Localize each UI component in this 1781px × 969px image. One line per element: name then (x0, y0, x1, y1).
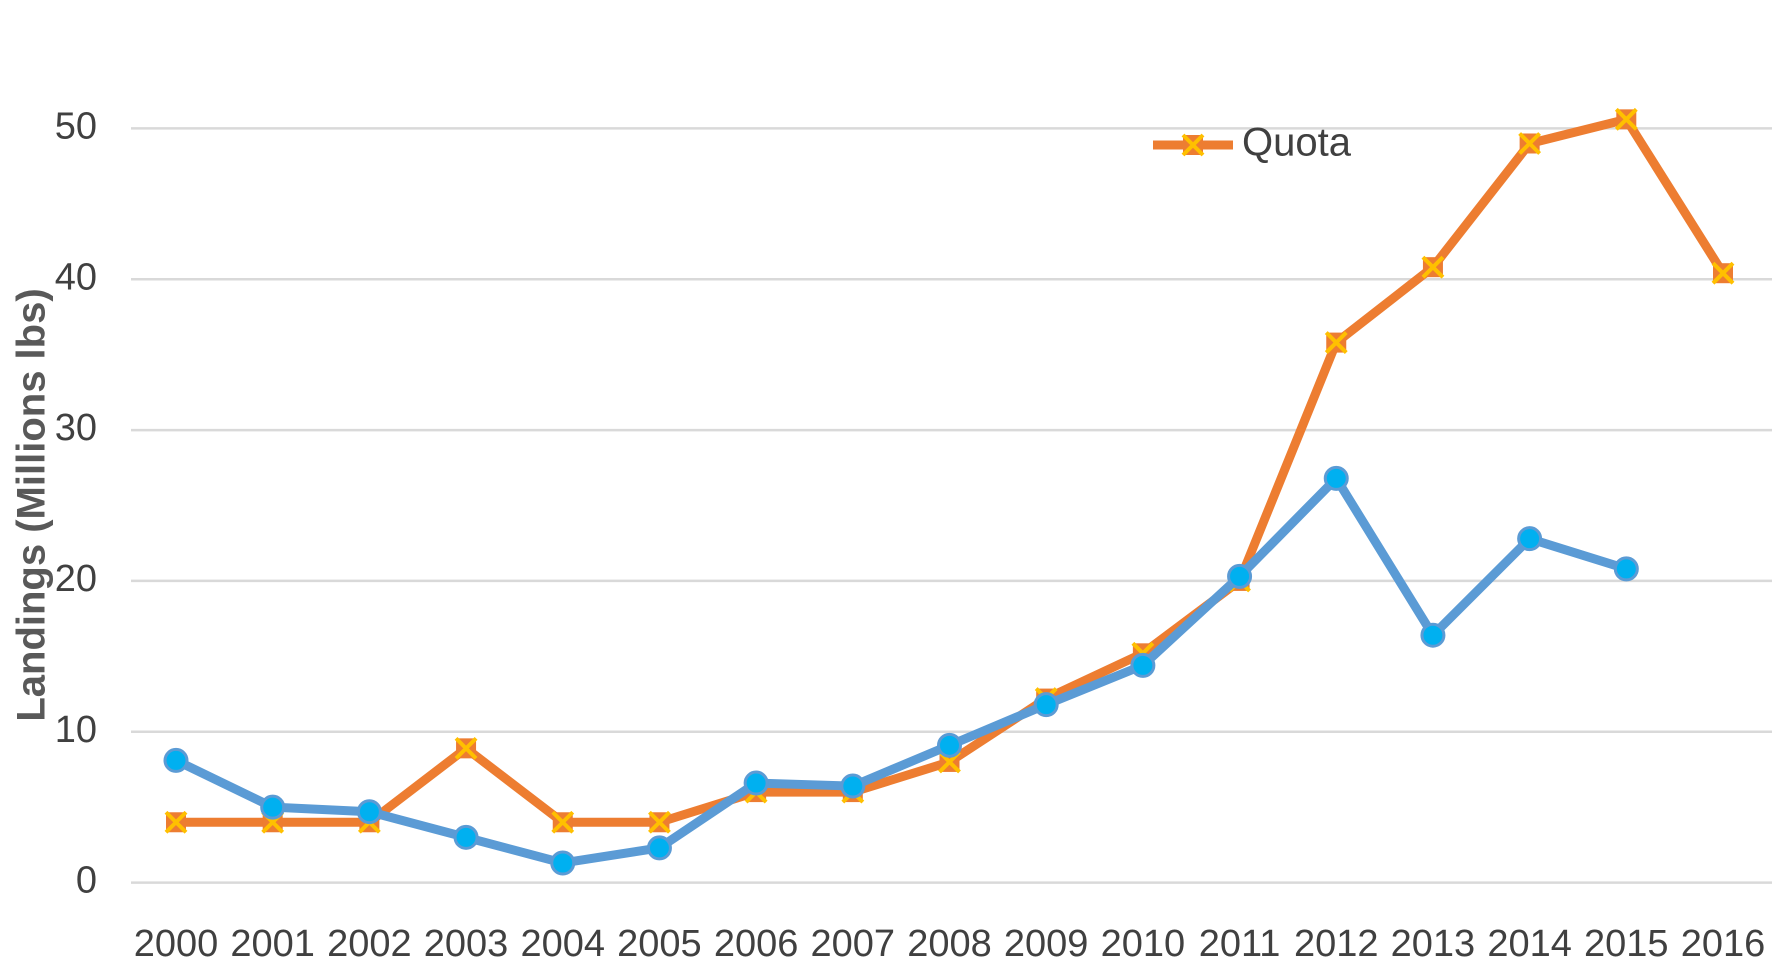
y-tick-label: 10 (55, 709, 97, 751)
marker-cross (1711, 261, 1735, 285)
marker-cross (1421, 255, 1445, 279)
marker-cross (164, 810, 188, 834)
marker-cross (1614, 107, 1638, 131)
data-point (1324, 331, 1348, 355)
data-point (163, 747, 189, 773)
data-point (453, 824, 479, 850)
data-point (1613, 556, 1639, 582)
data-point (1614, 107, 1638, 131)
y-tick-label: 20 (55, 558, 97, 600)
x-tick-label: 2005 (617, 923, 702, 965)
x-tick-label: 2011 (1199, 923, 1281, 965)
data-point (164, 810, 188, 834)
data-point (1130, 652, 1156, 678)
x-tick-label: 2003 (424, 923, 509, 965)
data-point (937, 732, 962, 758)
x-tick-label: 2012 (1294, 923, 1379, 965)
data-point (840, 773, 866, 799)
y-tick-label: 30 (55, 407, 97, 449)
x-tick-label: 2002 (327, 923, 412, 965)
marker-cross (648, 810, 671, 834)
series-line (171, 114, 1728, 827)
x-tick-label: 2006 (714, 923, 799, 965)
data-point (743, 770, 769, 796)
data-point (646, 835, 672, 861)
series-line (171, 473, 1631, 868)
x-tick-label: 2015 (1584, 923, 1669, 965)
y-tick-label: 0 (76, 860, 97, 902)
data-point (551, 810, 575, 834)
marker-cross (1181, 133, 1205, 157)
data-point (260, 794, 286, 820)
data-point (1227, 563, 1253, 589)
marker-cross (1518, 132, 1542, 155)
x-tick-label: 2004 (520, 923, 605, 965)
y-tick-label: 40 (55, 256, 97, 298)
data-point (1323, 465, 1349, 491)
y-axis-label: Landings (Millions lbs) (10, 288, 54, 721)
x-tick-label: 2008 (907, 923, 992, 965)
data-point (550, 850, 576, 876)
marker-cross (1324, 331, 1348, 355)
legend-marker (1181, 133, 1205, 157)
data-point (648, 810, 671, 834)
data-point (356, 799, 382, 825)
data-point (1518, 132, 1542, 155)
data-point (1421, 255, 1445, 279)
x-tick-label: 2001 (230, 923, 315, 965)
y-tick-label: 50 (55, 105, 97, 147)
x-tick-label: 2007 (811, 923, 896, 965)
data-point (1420, 622, 1446, 648)
data-point (1517, 526, 1543, 552)
x-tick-label: 2014 (1487, 923, 1572, 965)
x-tick-label: 2009 (1004, 923, 1089, 965)
x-tick-label: 2000 (134, 923, 219, 965)
marker-cross (551, 810, 575, 834)
legend-label: Quota (1242, 121, 1352, 165)
x-tick-label: 2010 (1101, 923, 1186, 965)
x-tick-label: 2013 (1391, 923, 1476, 965)
marker-cross (454, 736, 478, 760)
data-point (1711, 261, 1735, 285)
x-tick-label: 2016 (1681, 923, 1766, 965)
data-point (454, 736, 478, 760)
data-point (1033, 692, 1059, 718)
